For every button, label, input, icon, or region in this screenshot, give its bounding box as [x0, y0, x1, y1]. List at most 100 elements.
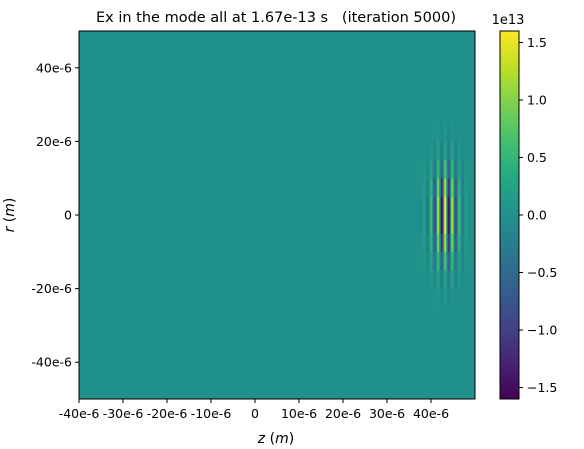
plot-background [79, 31, 475, 399]
pulse-cell [426, 196, 429, 216]
pulse-cell [458, 196, 461, 216]
pulse-cell [451, 251, 454, 271]
pulse-cell [440, 288, 443, 308]
y-axis-label: r (m) [2, 198, 18, 233]
chart-title: Ex in the mode all at 1.67e-13 s (iterat… [96, 10, 456, 26]
pulse-cell [444, 288, 447, 308]
pulse-cell [426, 215, 429, 234]
y-tick-label: 20e-6 [36, 134, 72, 149]
pulse-cell [454, 141, 457, 161]
pulse-cell [437, 233, 440, 253]
pulse-cell [437, 159, 440, 179]
pulse-cell [423, 251, 426, 271]
colorbar-tick-label: −1.0 [527, 323, 557, 338]
pulse-cell [444, 196, 447, 216]
pulse-cell [423, 215, 426, 234]
pulse-cell [419, 196, 422, 216]
y-tick-label: -40e-6 [31, 355, 72, 370]
pulse-cell [461, 233, 464, 253]
pulse-cell [458, 141, 461, 161]
pulse-cell [447, 141, 450, 161]
pulse-cell [447, 251, 450, 271]
pulse-cell [461, 196, 464, 216]
colorbar-gradient [499, 30, 520, 400]
pulse-cell [444, 178, 447, 197]
pulse-cell [433, 251, 436, 271]
pulse-cell [430, 215, 433, 234]
pulse-cell [444, 159, 447, 179]
pulse-cell [437, 288, 440, 308]
pulse-cell [419, 215, 422, 234]
pulse-cell [430, 233, 433, 253]
pulse-cell [447, 178, 450, 197]
pulse-cell [451, 270, 454, 289]
x-tick-label: -40e-6 [59, 406, 100, 421]
pulse-cell [451, 288, 454, 308]
pulse-cell [426, 251, 429, 271]
pulse-cell [430, 159, 433, 179]
colorbar-tick-label: 0.0 [527, 208, 547, 223]
pulse-cell [451, 215, 454, 234]
colorbar-tick-label: −1.5 [527, 380, 557, 395]
pulse-cell [458, 215, 461, 234]
pulse-cell [444, 251, 447, 271]
y-tick-label: -20e-6 [31, 281, 72, 296]
x-tick-label: 30e-6 [369, 406, 405, 421]
pulse-cell [465, 159, 468, 179]
pulse-cell [437, 215, 440, 234]
pulse-cell [433, 215, 436, 234]
pulse-cell [426, 159, 429, 179]
colorbar-tick-label: 0.5 [527, 150, 547, 165]
pulse-cell [430, 178, 433, 197]
pulse-cell [437, 270, 440, 289]
pulse-cell [430, 196, 433, 216]
pulse-cell [465, 178, 468, 197]
pulse-cell [440, 270, 443, 289]
pulse-cell [451, 123, 454, 142]
pulse-cell [461, 141, 464, 161]
plot-area [78, 30, 476, 400]
laser-pulse [419, 123, 468, 308]
pulse-cell [440, 178, 443, 197]
x-tick-label: 10e-6 [281, 406, 317, 421]
pulse-cell [426, 233, 429, 253]
pulse-cell [454, 159, 457, 179]
x-tick-label: -20e-6 [147, 406, 188, 421]
pulse-cell [426, 270, 429, 289]
pulse-cell [447, 270, 450, 289]
pulse-cell [437, 178, 440, 197]
pulse-cell [444, 270, 447, 289]
pulse-cell [440, 233, 443, 253]
pulse-cell [461, 178, 464, 197]
y-tick-label: 40e-6 [36, 60, 72, 75]
pulse-cell [426, 178, 429, 197]
pulse-cell [447, 288, 450, 308]
pulse-cell [465, 215, 468, 234]
pulse-cell [423, 159, 426, 179]
pulse-cell [461, 159, 464, 179]
colorbar-tick-label: 1.0 [527, 93, 547, 108]
x-tick-label: 0 [251, 406, 259, 421]
pulse-cell [447, 123, 450, 142]
pulse-cell [433, 233, 436, 253]
pulse-cell [454, 251, 457, 271]
x-axis-label: z (m) [257, 431, 294, 447]
pulse-cell [461, 251, 464, 271]
pulse-cell [440, 251, 443, 271]
x-tick-label: -30e-6 [103, 406, 144, 421]
pulse-cell [458, 233, 461, 253]
pulse-cell [437, 123, 440, 142]
pulse-cell [454, 270, 457, 289]
pulse-cell [447, 196, 450, 216]
pulse-cell [433, 196, 436, 216]
pulse-cell [451, 178, 454, 197]
colorbar: 1e13 1.5 1.0 0.5 0.0 −0.5 −1.0 −1.5 [492, 13, 557, 400]
pulse-cell [461, 215, 464, 234]
pulse-cell [465, 251, 468, 271]
colorbar-tick-label: −0.5 [527, 265, 557, 280]
pulse-cell [458, 159, 461, 179]
pulse-cell [430, 270, 433, 289]
y-axis: 40e-6 20e-6 0 -20e-6 -40e-6 [31, 60, 79, 370]
pulse-cell [440, 141, 443, 161]
pulse-cell [433, 159, 436, 179]
